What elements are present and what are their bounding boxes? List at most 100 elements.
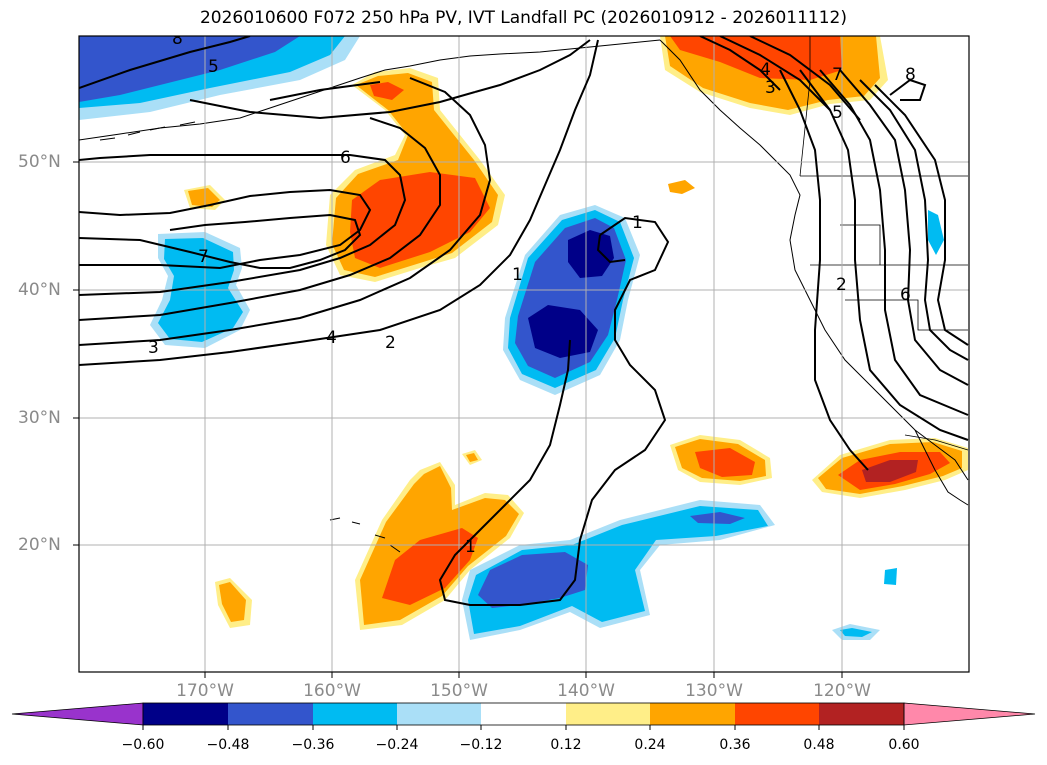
colorbar-segment	[228, 703, 313, 725]
colorbar-label: 0.60	[888, 737, 920, 753]
shade-hi-w	[219, 582, 246, 622]
contour-4b	[79, 117, 441, 321]
contour-top-bc1	[699, 36, 781, 91]
contour-label: 6	[340, 148, 351, 168]
shade-mid-red	[695, 448, 755, 477]
coast-hawaii	[329, 517, 401, 553]
contour-label: 1	[512, 265, 523, 285]
colorbar-label: −0.12	[459, 737, 503, 753]
contour-label: 4	[326, 328, 337, 348]
colorbar-segment	[143, 703, 228, 725]
shade-east-cyan3b	[840, 628, 872, 637]
contour-label: 1	[465, 537, 476, 557]
contour-label: 2	[836, 275, 847, 295]
colorbar	[11, 702, 1036, 730]
contour-label: 6	[900, 285, 911, 305]
shade-center-dark2	[528, 305, 598, 358]
colorbar-label: 0.48	[803, 737, 835, 753]
colorbar-segment	[481, 703, 566, 725]
shade-east-cyan2	[884, 568, 897, 585]
coast-baja	[914, 429, 969, 506]
contour-label: 7	[198, 247, 209, 267]
lon-label: 170°W	[176, 681, 234, 701]
colorbar-label: 0.36	[719, 737, 751, 753]
contour-1-west	[474, 39, 591, 93]
border-states3	[840, 224, 881, 265]
lon-label: 140°W	[557, 681, 615, 701]
contour-label: 1	[632, 213, 643, 233]
contour-label: 3	[148, 338, 159, 358]
contour-label: 8	[905, 65, 916, 85]
colorbar-segment	[650, 703, 735, 725]
colorbar-label: −0.48	[206, 737, 250, 753]
border-bc-ak	[799, 36, 811, 177]
shading-positive	[184, 36, 968, 630]
lat-label: 30°N	[18, 408, 61, 428]
colorbar-label: 0.24	[634, 737, 666, 753]
contour-top3	[269, 81, 381, 101]
shade-bc-red	[670, 36, 842, 80]
shade-ak-red	[350, 172, 490, 268]
shade-nw-blue	[79, 36, 300, 102]
colorbar-extend-left	[11, 702, 144, 726]
colorbar-extend-right	[903, 702, 1036, 726]
contour-label: 5	[832, 103, 843, 123]
shade-pac-red	[382, 528, 478, 605]
contour-1-loop	[596, 234, 626, 264]
lon-label: 160°W	[303, 681, 361, 701]
colorbar-label: −0.60	[121, 737, 165, 753]
coast-bc	[659, 39, 969, 481]
contour-label: 2	[385, 333, 396, 353]
colorbar-segment	[313, 703, 397, 725]
contour-top-bc2	[719, 36, 831, 111]
shade-south-blue2	[690, 512, 745, 524]
contour-label-group: 8 5 6 7 4 3 2 1 1 1 4 3 7 8 5 2 6	[148, 36, 916, 557]
contour-label: 7	[832, 65, 843, 85]
lon-label: 120°W	[813, 681, 871, 701]
colorbar-segment	[819, 703, 904, 725]
contour-e4	[839, 69, 969, 386]
shade-bc-small	[668, 180, 695, 194]
contour-1-center	[438, 216, 670, 606]
contour-8a	[889, 78, 927, 101]
colorbar-segment	[735, 703, 819, 725]
contour-e2	[799, 69, 969, 441]
lat-label: 40°N	[18, 280, 61, 300]
border-mex	[904, 434, 969, 451]
coast-aleutians	[99, 121, 196, 141]
gridlines	[79, 36, 969, 672]
colorbar-label: −0.36	[291, 737, 335, 753]
map-title: 2026010600 F072 250 hPa PV, IVT Landfall…	[199, 8, 847, 28]
lat-label: 50°N	[18, 152, 61, 172]
shade-hi-small2	[466, 453, 478, 462]
shade-ak-red2	[370, 82, 404, 100]
lat-label: 20°N	[18, 535, 61, 555]
colorbar-segment	[566, 703, 650, 725]
contour-label: 4	[760, 60, 771, 80]
colorbar-label: 0.12	[550, 737, 582, 753]
shade-nw-small	[188, 188, 220, 207]
contour-7	[79, 213, 362, 269]
colorbar-label: −0.24	[375, 737, 419, 753]
axis-ticks	[73, 161, 843, 678]
border-states2	[845, 299, 968, 331]
contour-3	[79, 39, 599, 366]
contours	[79, 36, 969, 606]
contour-4a	[79, 77, 492, 346]
coast-alaska	[79, 39, 661, 141]
coastlines	[79, 39, 969, 553]
lon-label: 150°W	[430, 681, 488, 701]
contour-e1	[779, 69, 869, 471]
shade-south-blue	[478, 552, 588, 608]
plot-frame	[78, 35, 970, 673]
shade-baja-dark	[862, 460, 918, 482]
contour-top1	[79, 36, 251, 89]
colorbar-frame	[142, 702, 905, 726]
plot-area: 8 5 6 7 4 3 2 1 1 1 4 3 7 8 5 2 6	[79, 36, 969, 672]
colorbar-segment	[397, 703, 481, 725]
contour-5	[79, 154, 407, 296]
lon-label: 130°W	[685, 681, 743, 701]
contour-e6	[874, 84, 969, 346]
contour-label: 3	[765, 78, 776, 98]
